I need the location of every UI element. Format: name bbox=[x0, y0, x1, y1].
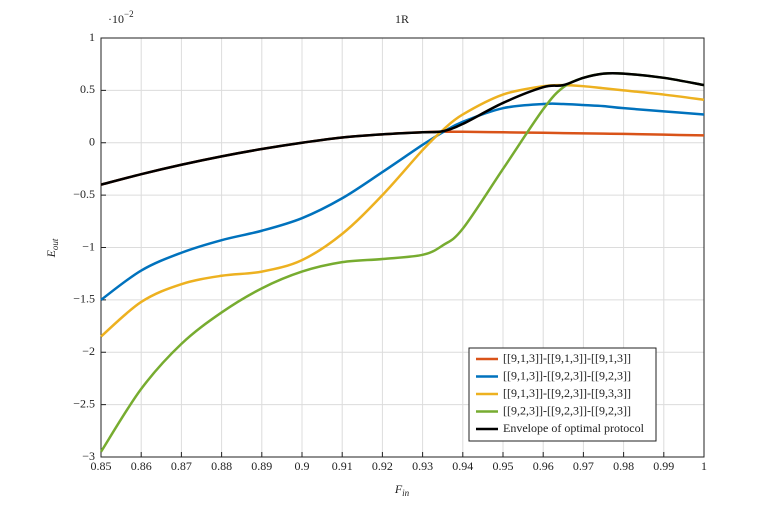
y-axis-label: Eout bbox=[44, 238, 60, 258]
y-tick-label: −2 bbox=[82, 344, 95, 358]
legend-label: [[9,1,3]]-[[9,2,3]]-[[9,2,3]] bbox=[503, 368, 631, 382]
y-tick-label: 0 bbox=[89, 135, 95, 149]
x-tick-label: 0.98 bbox=[613, 459, 634, 473]
y-tick-label: −1.5 bbox=[73, 292, 95, 306]
x-tick-label: 0.89 bbox=[251, 459, 272, 473]
x-tick-label: 0.92 bbox=[372, 459, 393, 473]
y-tick-label: −0.5 bbox=[73, 187, 95, 201]
y-tick-label: −3 bbox=[82, 449, 95, 463]
y-tick-label: −1 bbox=[82, 239, 95, 253]
x-tick-label: 0.95 bbox=[493, 459, 514, 473]
x-tick-label: 0.87 bbox=[171, 459, 192, 473]
y-tick-label: 0.5 bbox=[80, 82, 95, 96]
y-multiplier: ·10−2 bbox=[108, 9, 134, 26]
line-series bbox=[100, 71, 705, 186]
x-tick-label: 0.94 bbox=[452, 459, 473, 473]
x-tick-label: 0.88 bbox=[211, 459, 232, 473]
legend-label: Envelope of optimal protocol bbox=[503, 421, 645, 435]
legend-label: [[9,1,3]]-[[9,1,3]]-[[9,1,3]] bbox=[503, 351, 631, 365]
x-tick-label: 0.99 bbox=[653, 459, 674, 473]
legend: [[9,1,3]]-[[9,1,3]]-[[9,1,3]] [[9,1,3]]-[… bbox=[468, 347, 657, 442]
line-series bbox=[100, 83, 705, 338]
legend-box bbox=[468, 347, 657, 442]
x-tick-label: 0.85 bbox=[91, 459, 112, 473]
legend-label: [[9,1,3]]-[[9,2,3]]-[[9,3,3]] bbox=[503, 386, 631, 400]
x-tick-label: 0.96 bbox=[533, 459, 554, 473]
x-tick-label: 0.91 bbox=[332, 459, 353, 473]
x-tick-label: 1 bbox=[701, 459, 707, 473]
x-tick-label: 0.97 bbox=[573, 459, 594, 473]
plot-frame bbox=[100, 37, 705, 458]
chart-title: 1R bbox=[395, 12, 409, 26]
y-tick-label: 1 bbox=[89, 30, 95, 44]
x-axis-label: Fin bbox=[394, 482, 410, 498]
x-tick-label: 0.93 bbox=[412, 459, 433, 473]
y-tick-label: −2.5 bbox=[73, 396, 95, 410]
x-tick-label: 0.86 bbox=[131, 459, 152, 473]
x-tick-label: 0.9 bbox=[295, 459, 310, 473]
legend-label: [[9,2,3]]-[[9,2,3]]-[[9,2,3]] bbox=[503, 403, 631, 417]
